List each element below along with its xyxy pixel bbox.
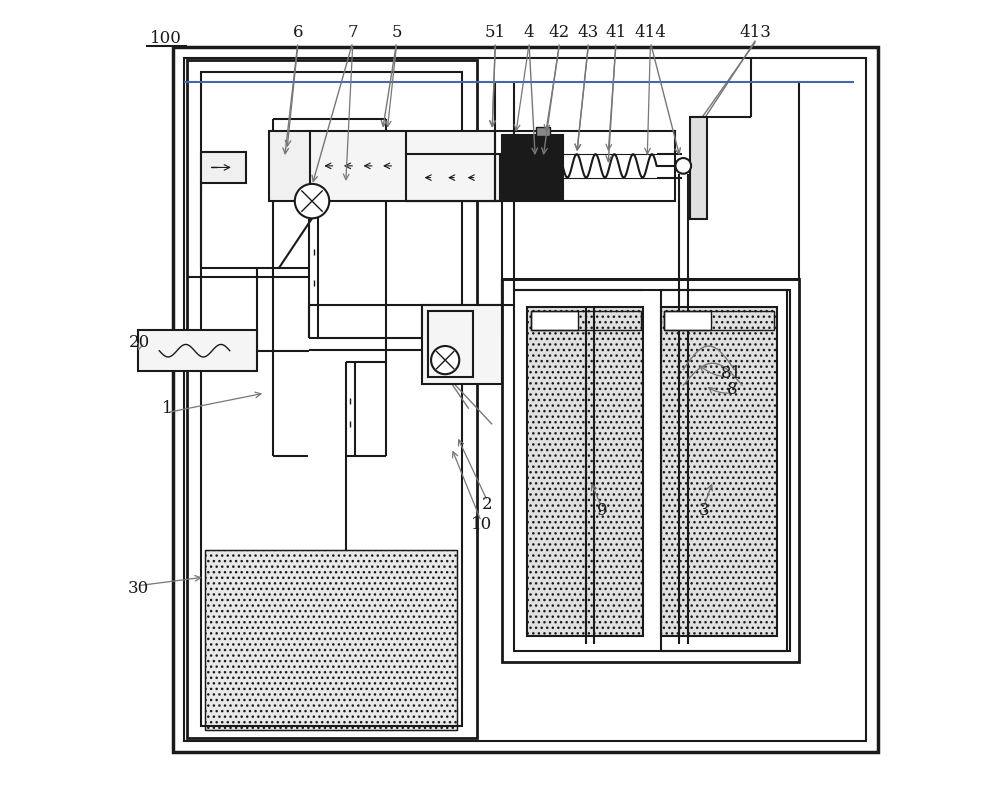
Bar xyxy=(201,152,246,183)
Text: 81: 81 xyxy=(720,365,742,382)
Bar xyxy=(422,305,502,384)
Bar xyxy=(138,330,257,371)
Text: 41: 41 xyxy=(605,24,627,41)
Bar xyxy=(527,307,643,636)
Circle shape xyxy=(675,158,691,174)
Bar xyxy=(187,61,477,737)
Text: 414: 414 xyxy=(634,24,666,41)
Bar xyxy=(428,310,473,377)
Text: 4: 4 xyxy=(524,24,534,41)
Circle shape xyxy=(295,184,329,219)
Text: 1: 1 xyxy=(162,400,172,417)
Bar xyxy=(205,549,457,729)
Bar xyxy=(308,130,495,201)
Bar xyxy=(205,549,457,729)
Bar xyxy=(531,310,578,330)
Text: 20: 20 xyxy=(129,333,150,351)
Text: 2: 2 xyxy=(482,496,493,512)
Bar xyxy=(502,134,563,199)
Bar xyxy=(664,310,774,330)
Bar xyxy=(527,307,643,636)
Bar xyxy=(661,307,777,636)
Text: 100: 100 xyxy=(150,31,182,47)
Bar xyxy=(690,117,707,219)
Text: 42: 42 xyxy=(549,24,570,41)
Bar xyxy=(406,154,500,201)
Bar xyxy=(502,280,799,662)
Bar xyxy=(664,310,711,330)
Text: 5: 5 xyxy=(391,24,402,41)
Bar xyxy=(269,130,310,201)
Bar xyxy=(201,72,462,725)
Bar xyxy=(661,307,777,636)
Bar xyxy=(661,289,790,652)
Text: 413: 413 xyxy=(739,24,771,41)
Text: 10: 10 xyxy=(471,516,492,533)
Bar xyxy=(531,310,641,330)
Text: 3: 3 xyxy=(698,502,709,519)
Bar xyxy=(536,127,550,136)
Bar xyxy=(184,58,866,740)
Bar xyxy=(495,130,675,201)
Text: 6: 6 xyxy=(293,24,303,41)
Text: 51: 51 xyxy=(485,24,506,41)
Text: 9: 9 xyxy=(597,502,607,519)
Bar xyxy=(514,289,787,652)
Text: 30: 30 xyxy=(128,580,149,597)
Text: 43: 43 xyxy=(578,24,599,41)
Text: 8: 8 xyxy=(727,381,737,399)
Circle shape xyxy=(431,346,459,374)
Text: 7: 7 xyxy=(347,24,358,41)
